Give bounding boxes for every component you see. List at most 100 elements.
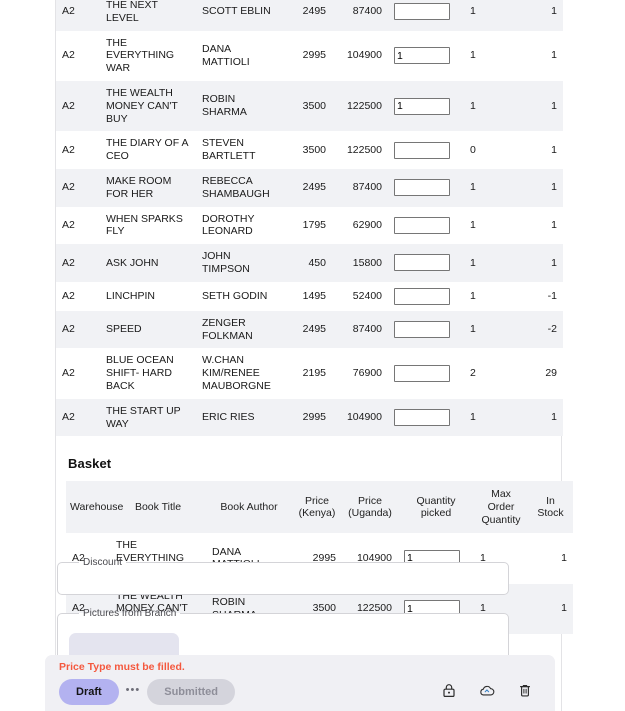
cell-warehouse: A2	[62, 323, 75, 336]
trash-icon[interactable]	[517, 682, 533, 698]
status-submitted-button[interactable]: Submitted	[147, 679, 236, 705]
cell-max-order-quantity: 1	[470, 323, 476, 336]
cell-max-order-quantity: 1	[470, 289, 476, 302]
cell-price-uganda: 122500	[346, 99, 382, 112]
table-row: A2 WHEN SPARKS FLY DOROTHY LEONARD 1795 6290…	[56, 206, 563, 245]
cell-price-uganda: 15800	[352, 256, 382, 269]
quantity-picked-input[interactable]	[394, 179, 450, 197]
cell-quantity-picked[interactable]	[388, 169, 464, 207]
cell-warehouse: A2	[62, 256, 75, 269]
cell-price-kenya: 1495	[302, 289, 326, 302]
column-header-qty: Quantity picked	[398, 481, 474, 534]
cell-book-author: ERIC RIES	[202, 411, 255, 424]
quantity-picked-input[interactable]	[394, 409, 450, 427]
cell-book-title: MAKE ROOM FOR HER	[106, 174, 172, 200]
cell-book-title: THE START UP WAY	[106, 404, 181, 430]
quantity-picked-input[interactable]	[394, 216, 450, 234]
cell-book-author: SCOTT EBLIN	[202, 5, 271, 18]
basket-section: Basket Warehouse Book Title Book Author Pri…	[56, 436, 573, 634]
pictures-from-branch-label: Pictures from Branch	[83, 608, 177, 619]
cell-quantity-picked[interactable]	[388, 81, 464, 131]
cell-book-author: DOROTHY LEONARD	[202, 212, 255, 238]
cell-warehouse: A2	[62, 367, 75, 380]
cell-in-stock: 1	[561, 602, 567, 615]
cell-price-kenya: 2195	[302, 367, 326, 380]
cell-price-uganda: 87400	[352, 323, 382, 336]
quantity-picked-input[interactable]	[394, 3, 450, 21]
cell-in-stock: 29	[545, 367, 557, 380]
cell-quantity-picked[interactable]	[388, 0, 464, 31]
cell-max-order-quantity: 1	[470, 99, 476, 112]
quantity-picked-input[interactable]	[394, 365, 450, 383]
cell-quantity-picked[interactable]	[388, 244, 464, 282]
cell-in-stock: 1	[561, 551, 567, 564]
cell-book-title: BLUE OCEAN SHIFT- HARD BACK	[106, 354, 174, 392]
cell-price-kenya: 2995	[302, 49, 326, 62]
cell-book-author: REBECCA SHAMBAUGH	[202, 174, 270, 200]
cell-in-stock: 1	[551, 256, 557, 269]
cloud-icon[interactable]	[479, 682, 495, 698]
table-row: A2 THE EVERYTHING WAR DANA MATTIOLI 2995 104…	[56, 30, 563, 81]
cell-warehouse: A2	[62, 218, 75, 231]
lock-icon[interactable]	[441, 682, 457, 698]
cell-price-kenya: 1795	[302, 218, 326, 231]
table-row: A2 THE NEXT LEVEL SCOTT EBLIN 2495 87400 1 1	[56, 0, 563, 31]
discount-label: Discount	[83, 557, 122, 568]
cell-quantity-picked[interactable]	[388, 31, 464, 81]
cell-book-title: ASK JOHN	[106, 256, 159, 269]
column-header-wh: Warehouse	[66, 481, 123, 534]
cell-book-title: SPEED	[106, 323, 142, 336]
cell-max-order-quantity: 1	[470, 49, 476, 62]
cell-max-order-quantity: 1	[470, 218, 476, 231]
status-stepper: Draft ••• Submitted	[59, 679, 236, 705]
cell-in-stock: 1	[551, 99, 557, 112]
order-card: A2 THE NEXT LEVEL SCOTT EBLIN 2495 87400 1 1 A2…	[55, 0, 573, 711]
cell-price-kenya: 3500	[302, 99, 326, 112]
cell-book-title: WHEN SPARKS FLY	[106, 212, 183, 238]
cell-warehouse: A2	[62, 99, 75, 112]
cell-price-uganda: 87400	[352, 181, 382, 194]
cell-max-order-quantity: 1	[470, 256, 476, 269]
quantity-picked-input[interactable]	[394, 141, 450, 159]
cell-price-uganda: 104900	[346, 411, 382, 424]
status-more-dots[interactable]: •••	[125, 683, 141, 696]
cell-warehouse: A2	[62, 143, 75, 156]
action-icon-row	[441, 682, 533, 698]
quantity-picked-input[interactable]	[394, 321, 450, 339]
cell-quantity-picked[interactable]	[388, 399, 464, 437]
quantity-picked-input[interactable]	[394, 254, 450, 272]
cell-price-kenya: 450	[308, 256, 326, 269]
cell-price-kenya: 3500	[302, 143, 326, 156]
cell-warehouse: A2	[62, 411, 75, 424]
discount-field[interactable]: Discount	[57, 557, 509, 595]
column-header-aut: Book Author	[206, 481, 292, 534]
table-row: A2 THE DIARY OF A CEO STEVEN BARTLETT 3500 1…	[56, 131, 563, 169]
cell-quantity-picked[interactable]	[388, 282, 464, 311]
table-row: A2 BLUE OCEAN SHIFT- HARD BACK W.CHAN KIM/…	[56, 348, 563, 399]
cell-book-author: W.CHAN KIM/RENEE MAUBORGNE	[202, 354, 271, 392]
cell-price-kenya: 2995	[302, 411, 326, 424]
basket-title: Basket	[68, 456, 112, 472]
cell-max-order-quantity: 1	[470, 5, 476, 18]
cell-book-author: ROBIN SHARMA	[202, 93, 247, 119]
quantity-picked-input[interactable]	[394, 97, 450, 115]
quantity-picked-input[interactable]	[394, 287, 450, 305]
quantity-picked-input[interactable]	[394, 47, 450, 65]
cell-max-order-quantity: 2	[470, 367, 476, 380]
cell-book-title: LINCHPIN	[106, 289, 156, 302]
status-draft-button[interactable]: Draft	[59, 679, 119, 705]
basket-header-row: Warehouse Book Title Book Author Price (Keny…	[66, 481, 573, 534]
picking-table: A2 THE NEXT LEVEL SCOTT EBLIN 2495 87400 1 1 A2…	[56, 0, 563, 437]
cell-quantity-picked[interactable]	[388, 131, 464, 169]
cell-max-order-quantity: 1	[470, 181, 476, 194]
column-header-pk: Price (Kenya)	[292, 481, 342, 534]
cell-book-author: SETH GODIN	[202, 289, 268, 302]
cell-price-kenya: 2495	[302, 5, 326, 18]
cell-book-author: DANA MATTIOLI	[202, 42, 250, 68]
cell-quantity-picked[interactable]	[388, 348, 464, 398]
cell-quantity-picked[interactable]	[388, 207, 464, 245]
cell-book-author: ZENGER FOLKMAN	[202, 316, 253, 342]
cell-price-uganda: 52400	[352, 289, 382, 302]
cell-quantity-picked[interactable]	[388, 311, 464, 349]
table-row: A2 THE WEALTH MONEY CAN'T BUY ROBIN SHARMA…	[56, 80, 563, 132]
